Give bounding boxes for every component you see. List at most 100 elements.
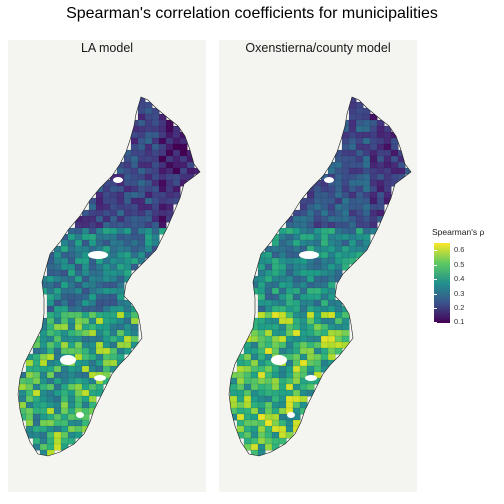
municipality-region — [383, 191, 392, 199]
municipality-region — [278, 257, 287, 265]
municipality-region — [243, 389, 252, 397]
municipality-region — [362, 107, 371, 115]
municipality-region — [172, 155, 181, 163]
municipality-region — [32, 371, 41, 379]
municipality-region — [348, 149, 357, 157]
municipality-region — [334, 245, 343, 253]
municipality-region — [95, 221, 104, 229]
municipality-region — [130, 137, 139, 145]
municipality-region — [376, 149, 385, 157]
municipality-region — [327, 215, 336, 223]
municipality-region — [271, 275, 280, 283]
municipality-region — [348, 137, 357, 145]
municipality-region — [102, 275, 111, 283]
municipality-region — [341, 221, 350, 229]
municipality-region — [243, 437, 252, 445]
municipality-region — [109, 311, 118, 319]
municipality-region — [116, 251, 125, 259]
municipality-region — [88, 389, 97, 397]
municipality-region — [327, 227, 336, 235]
municipality-region — [46, 377, 55, 385]
municipality-region — [355, 185, 364, 193]
municipality-region — [137, 257, 146, 265]
municipality-region — [60, 389, 69, 397]
municipality-region — [25, 389, 34, 397]
municipality-region — [285, 353, 294, 361]
municipality-region — [53, 275, 62, 283]
municipality-region — [123, 329, 132, 337]
municipality-region — [257, 317, 266, 325]
municipality-region — [179, 167, 188, 175]
municipality-region — [81, 287, 90, 295]
municipality-region — [257, 323, 266, 331]
municipality-region — [285, 281, 294, 289]
municipality-region — [292, 401, 301, 409]
municipality-region — [250, 419, 259, 427]
municipality-region — [362, 113, 371, 121]
municipality-region — [95, 359, 104, 367]
municipality-region — [81, 341, 90, 349]
municipality-region — [88, 227, 97, 235]
municipality-region — [74, 431, 83, 439]
municipality-region — [320, 221, 329, 229]
municipality-region — [257, 281, 266, 289]
municipality-region — [130, 329, 139, 337]
municipality-region — [250, 395, 259, 403]
municipality-region — [165, 125, 174, 133]
municipality-region — [25, 401, 34, 409]
municipality-region — [109, 233, 118, 241]
municipality-region — [60, 347, 69, 355]
municipality-region — [348, 197, 357, 205]
municipality-region — [278, 233, 287, 241]
municipality-region — [32, 359, 41, 367]
municipality-region — [390, 161, 399, 169]
municipality-region — [46, 401, 55, 409]
municipality-region — [327, 191, 336, 199]
municipality-region — [109, 251, 118, 259]
municipality-region — [46, 395, 55, 403]
municipality-region — [67, 383, 76, 391]
municipality-region — [243, 371, 252, 379]
municipality-region — [137, 161, 146, 169]
municipality-region — [130, 173, 139, 181]
municipality-region — [116, 275, 125, 283]
municipality-region — [158, 155, 167, 163]
municipality-region — [60, 437, 69, 445]
municipality-region — [74, 395, 83, 403]
municipality-region — [341, 203, 350, 211]
municipality-region — [60, 311, 69, 319]
municipality-region — [390, 149, 399, 157]
municipality-region — [88, 197, 97, 205]
municipality-region — [116, 305, 125, 313]
municipality-region — [306, 263, 315, 271]
municipality-region — [355, 143, 364, 151]
municipality-region — [257, 359, 266, 367]
municipality-region — [341, 155, 350, 163]
municipality-region — [95, 209, 104, 217]
municipality-region — [95, 197, 104, 205]
municipality-region — [285, 245, 294, 253]
municipality-region — [88, 293, 97, 301]
municipality-region — [53, 287, 62, 295]
municipality-region — [327, 233, 336, 241]
municipality-region — [257, 401, 266, 409]
municipality-region — [46, 449, 55, 456]
municipality-region — [25, 377, 34, 385]
municipality-region — [313, 311, 322, 319]
municipality-region — [292, 305, 301, 313]
municipality-region — [313, 341, 322, 349]
municipality-region — [32, 341, 41, 349]
municipality-region — [130, 245, 139, 253]
municipality-region — [130, 323, 139, 331]
municipality-region — [278, 389, 287, 397]
municipality-region — [144, 227, 153, 235]
municipality-region — [348, 209, 357, 217]
municipality-region — [229, 401, 238, 409]
municipality-region — [74, 233, 83, 241]
municipality-region — [292, 383, 301, 391]
municipality-region — [32, 389, 41, 397]
municipality-region — [320, 251, 329, 259]
municipality-region — [25, 425, 34, 433]
municipality-region — [369, 113, 378, 121]
municipality-region — [95, 227, 104, 235]
